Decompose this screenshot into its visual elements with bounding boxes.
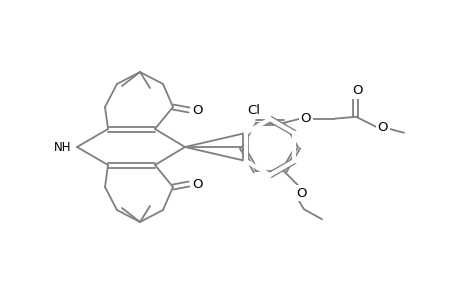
Text: Cl: Cl: [247, 104, 260, 117]
Text: O: O: [192, 103, 203, 116]
Text: O: O: [352, 84, 363, 97]
Text: O: O: [377, 121, 387, 134]
Text: O: O: [296, 187, 307, 200]
Text: NH: NH: [53, 140, 71, 154]
Text: O: O: [300, 112, 311, 125]
Text: O: O: [192, 178, 203, 190]
